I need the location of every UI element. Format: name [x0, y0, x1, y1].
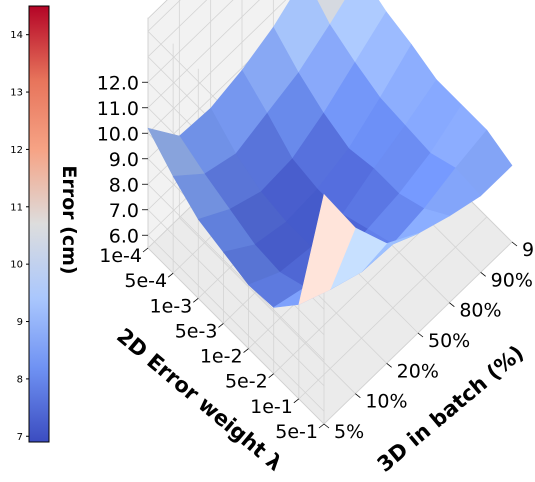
y-tick	[268, 373, 274, 379]
x-tick-label: 10%	[365, 391, 407, 413]
z-tick-label: 9.0	[109, 149, 139, 171]
x-tick	[355, 393, 361, 398]
z-tick-label: 12.0	[97, 72, 139, 94]
y-tick-label: 1e-3	[150, 295, 193, 317]
colorbar-tick-label: 10	[10, 260, 23, 271]
x-tick	[417, 332, 424, 338]
y-tick	[243, 348, 249, 353]
colorbar-tick-label: 9	[17, 317, 23, 328]
colorbar-tick-label: 14	[10, 30, 23, 41]
z-tick-label: 6.0	[109, 225, 139, 247]
colorbar-tick-label: 13	[10, 88, 23, 99]
x-tick-label: 5%	[334, 421, 364, 443]
x-tick	[386, 363, 392, 368]
x-tick	[449, 302, 455, 307]
y-tick	[318, 423, 325, 429]
z-tick-label: 10.0	[97, 123, 139, 145]
y-tick-label: 1e-1	[250, 396, 293, 418]
z-tick-label: 11.0	[97, 98, 139, 120]
grid-line	[147, 247, 325, 425]
x-tick	[511, 241, 518, 247]
z-tick-label: 8.0	[109, 174, 139, 196]
x-tick-label: 99%	[522, 239, 535, 261]
y-tick	[142, 247, 149, 253]
x-tick	[480, 272, 486, 277]
y-tick-label: 1e-2	[200, 346, 243, 368]
y-tick	[193, 297, 199, 303]
surface-patch	[298, 193, 356, 306]
y-tick-label: 1e-4	[99, 245, 142, 267]
x-tick-label: 50%	[428, 330, 470, 352]
y-tick	[293, 398, 300, 404]
y-tick	[167, 272, 174, 278]
x-tick-label: 90%	[491, 269, 533, 291]
colorbar	[28, 5, 50, 443]
y-tick-label: 5e-4	[124, 270, 167, 292]
colorbar-label: Error (cm)	[58, 165, 80, 274]
x-tick-label: 80%	[459, 300, 501, 322]
y-tick	[218, 323, 224, 328]
x-tick	[323, 423, 330, 429]
colorbar-tick-label: 11	[10, 202, 23, 213]
y-tick-label: 5e-2	[225, 371, 268, 393]
x-tick-label: 20%	[397, 360, 439, 382]
grid-line	[179, 217, 356, 394]
z-tick-label: 7.0	[109, 200, 139, 222]
surface-patch	[316, 0, 346, 26]
colorbar-tick-label: 8	[17, 374, 23, 385]
y-tick-label: 5e-1	[275, 421, 318, 443]
y-tick-label: 5e-3	[175, 320, 218, 342]
colorbar-tick-label: 12	[10, 145, 23, 156]
colorbar-tick-label: 7	[17, 432, 23, 443]
